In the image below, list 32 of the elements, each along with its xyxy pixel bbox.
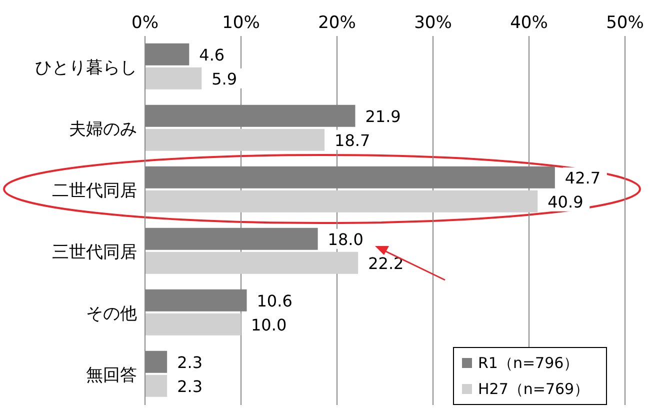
- x-tick-label: 10%: [222, 13, 260, 33]
- x-tick-label: 20%: [318, 13, 356, 33]
- data-label: 10.6: [256, 291, 292, 310]
- data-label: 5.9: [212, 69, 238, 88]
- data-label: 40.9: [548, 192, 584, 212]
- x-tick-label: 40%: [510, 13, 548, 33]
- y-tick-label: 二世代同居: [52, 180, 137, 201]
- data-label: 2.3: [177, 376, 203, 396]
- bar: [145, 67, 202, 90]
- data-label: 2.3: [177, 352, 203, 372]
- legend-label: R1（n=796）: [478, 354, 579, 372]
- bar: [145, 374, 168, 397]
- bar: [145, 252, 358, 274]
- data-label: 42.7: [564, 168, 601, 188]
- y-tick-label: 三世代同居: [52, 242, 137, 262]
- x-tick-label: 50%: [606, 13, 644, 33]
- x-tick-label: 0%: [132, 13, 158, 33]
- x-tick-label: 30%: [414, 13, 452, 33]
- data-label: 4.6: [199, 45, 225, 64]
- legend-label: H27（n=769）: [478, 380, 590, 398]
- data-label: 21.9: [365, 106, 401, 126]
- y-tick-label: 夫婦のみ: [69, 119, 137, 140]
- data-label: 10.0: [251, 315, 287, 334]
- y-tick-label: その他: [86, 304, 137, 324]
- bar: [145, 128, 325, 151]
- bar: [145, 190, 538, 212]
- bar: [145, 313, 241, 336]
- data-label: 18.7: [334, 130, 370, 150]
- data-label: 18.0: [328, 230, 364, 249]
- data-label: 22.2: [368, 254, 404, 273]
- y-tick-label: ひとり暮らし: [35, 58, 137, 78]
- y-tick-label: 無回答: [86, 365, 137, 386]
